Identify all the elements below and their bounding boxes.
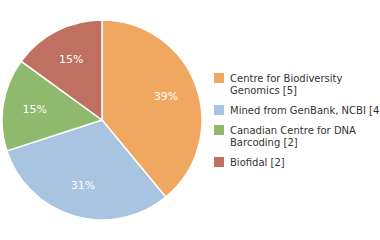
- data-label: 15%: [59, 53, 83, 66]
- data-label: 31%: [71, 179, 95, 192]
- legend: Centre for BiodiversityGenomics [5] Mined…: [214, 73, 380, 168]
- data-labels: 39% 31% 15% 15%: [23, 53, 179, 192]
- legend-label: Biofidal [2]: [230, 157, 285, 168]
- pie: [2, 20, 202, 220]
- legend-label-line: Genomics [5]: [230, 85, 297, 96]
- legend-label-line: Centre for Biodiversity: [230, 73, 343, 84]
- data-label: 15%: [23, 103, 47, 116]
- pie-slice: [21, 20, 102, 120]
- legend-label-line: Canadian Centre for DNA: [230, 125, 356, 136]
- legend-label: Centre for BiodiversityGenomics [5]: [230, 73, 343, 96]
- legend-label-line: Biofidal [2]: [230, 157, 285, 168]
- legend-label-line: Barcoding [2]: [230, 137, 298, 148]
- chart: 39% 31% 15% 15% Centre for BiodiversityGenom…: [0, 0, 380, 240]
- legend-swatch: [214, 125, 224, 135]
- legend-label: Canadian Centre for DNABarcoding [2]: [230, 125, 356, 148]
- legend-swatch: [214, 105, 224, 115]
- legend-swatch: [214, 73, 224, 83]
- data-label: 39%: [154, 90, 178, 103]
- legend-swatch: [214, 157, 224, 167]
- legend-label: Mined from GenBank, NCBI [4]: [230, 105, 380, 116]
- legend-label-line: Mined from GenBank, NCBI [4]: [230, 105, 380, 116]
